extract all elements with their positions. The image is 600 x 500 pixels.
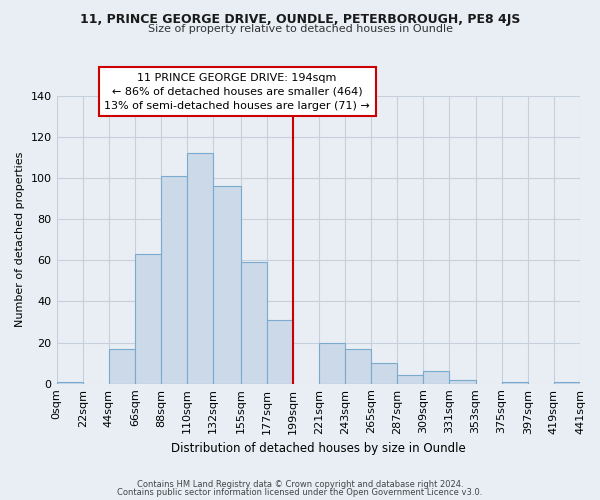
Bar [109, 348, 135, 384]
Bar [502, 382, 528, 384]
X-axis label: Distribution of detached houses by size in Oundle: Distribution of detached houses by size … [171, 442, 466, 455]
Bar [135, 254, 161, 384]
Text: 11, PRINCE GEORGE DRIVE, OUNDLE, PETERBOROUGH, PE8 4JS: 11, PRINCE GEORGE DRIVE, OUNDLE, PETERBO… [80, 12, 520, 26]
Bar [424, 372, 449, 384]
Bar [449, 380, 476, 384]
Bar [319, 342, 345, 384]
Bar [187, 154, 213, 384]
Text: Contains public sector information licensed under the Open Government Licence v3: Contains public sector information licen… [118, 488, 482, 497]
Text: Size of property relative to detached houses in Oundle: Size of property relative to detached ho… [148, 24, 452, 34]
Bar [345, 348, 371, 384]
Bar [241, 262, 266, 384]
Bar [266, 320, 293, 384]
Bar [161, 176, 187, 384]
Text: 11 PRINCE GEORGE DRIVE: 194sqm
← 86% of detached houses are smaller (464)
13% of: 11 PRINCE GEORGE DRIVE: 194sqm ← 86% of … [104, 73, 370, 111]
Bar [213, 186, 241, 384]
Bar [371, 363, 397, 384]
Bar [554, 382, 580, 384]
Bar [56, 382, 83, 384]
Y-axis label: Number of detached properties: Number of detached properties [15, 152, 25, 328]
Text: Contains HM Land Registry data © Crown copyright and database right 2024.: Contains HM Land Registry data © Crown c… [137, 480, 463, 489]
Bar [397, 376, 424, 384]
